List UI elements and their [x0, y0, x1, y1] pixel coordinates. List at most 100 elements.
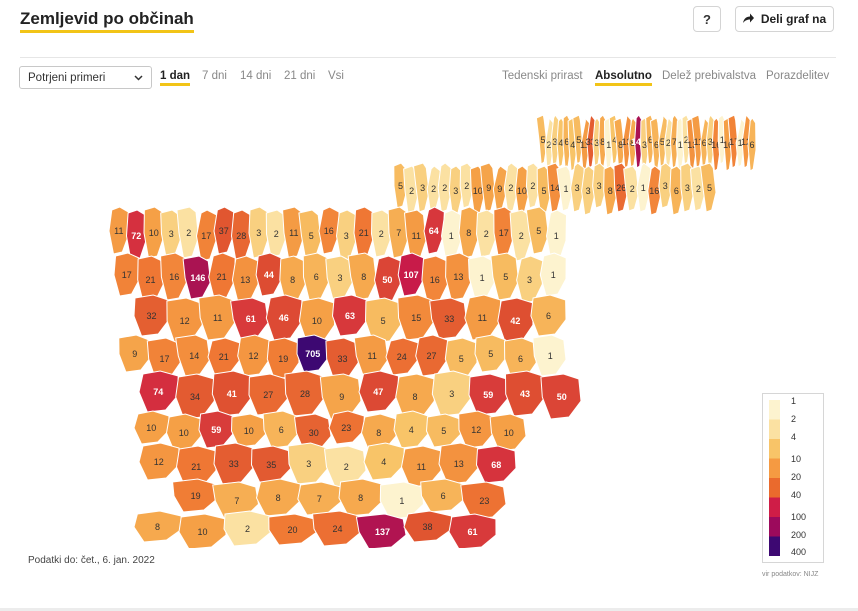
- municipality-region[interactable]: [137, 255, 164, 304]
- municipality-region[interactable]: [353, 334, 389, 377]
- municipality-region[interactable]: [353, 206, 375, 259]
- municipality-region[interactable]: [425, 413, 462, 448]
- municipality-region[interactable]: [176, 206, 200, 259]
- municipality-region[interactable]: [318, 206, 340, 255]
- municipality-region[interactable]: [403, 209, 427, 262]
- municipality-region[interactable]: [636, 162, 652, 213]
- municipality-region[interactable]: [397, 252, 425, 297]
- municipality-region[interactable]: [421, 255, 449, 304]
- municipality-region[interactable]: [438, 442, 480, 485]
- municipality-region[interactable]: [437, 162, 452, 213]
- municipality-region[interactable]: [469, 165, 485, 216]
- municipality-region[interactable]: [146, 337, 181, 380]
- municipality-region[interactable]: [331, 294, 369, 337]
- municipality-region[interactable]: [108, 206, 130, 255]
- municipality-region[interactable]: [727, 114, 739, 169]
- municipality-region[interactable]: [133, 294, 170, 337]
- municipality-region[interactable]: [580, 116, 591, 172]
- municipality-region[interactable]: [165, 413, 202, 452]
- municipality-region[interactable]: [363, 442, 405, 481]
- municipality-region[interactable]: [623, 165, 640, 212]
- municipality-region[interactable]: [265, 209, 287, 258]
- municipality-region[interactable]: [592, 162, 607, 209]
- municipality-region[interactable]: [669, 165, 684, 216]
- tab-vsi[interactable]: Vsi: [328, 70, 344, 82]
- tab-21-dni[interactable]: 21 dni: [284, 70, 316, 82]
- municipality-region[interactable]: [360, 413, 397, 452]
- help-button[interactable]: ?: [693, 6, 721, 32]
- municipality-region[interactable]: [113, 252, 141, 297]
- municipality-region[interactable]: [448, 513, 497, 548]
- municipality-region[interactable]: [393, 410, 430, 449]
- municipality-region[interactable]: [467, 255, 496, 300]
- municipality-region[interactable]: [125, 209, 147, 262]
- municipality-region[interactable]: [400, 445, 442, 488]
- municipality-region[interactable]: [166, 297, 203, 344]
- municipality-region[interactable]: [198, 294, 236, 341]
- municipality-region[interactable]: [175, 334, 211, 377]
- municipality-region[interactable]: [379, 481, 425, 520]
- municipality-region[interactable]: [266, 337, 300, 380]
- tab-porazdelitev[interactable]: Porazdelitev: [766, 70, 830, 82]
- municipality-region[interactable]: [622, 113, 632, 169]
- municipality-region[interactable]: [458, 410, 495, 449]
- municipality-region[interactable]: [649, 117, 661, 172]
- municipality-region[interactable]: [297, 481, 342, 516]
- municipality-region[interactable]: [298, 297, 336, 344]
- municipality-region[interactable]: [474, 334, 508, 373]
- municipality-region[interactable]: [160, 209, 182, 258]
- municipality-region[interactable]: [403, 510, 453, 543]
- municipality-region[interactable]: [647, 165, 662, 216]
- municipality-region[interactable]: [255, 478, 301, 517]
- municipality-region[interactable]: [475, 445, 517, 484]
- municipality-region[interactable]: [503, 162, 519, 213]
- municipality-region[interactable]: [540, 373, 582, 420]
- municipality-region[interactable]: [459, 162, 474, 209]
- municipality-region[interactable]: [279, 255, 307, 304]
- municipality-region[interactable]: [397, 294, 435, 341]
- municipality-region[interactable]: [230, 413, 267, 448]
- municipality-region[interactable]: [747, 117, 757, 172]
- municipality-region[interactable]: [373, 255, 402, 304]
- municipality-region[interactable]: [550, 114, 560, 169]
- municipality-region[interactable]: [530, 294, 567, 337]
- municipality-region[interactable]: [213, 206, 235, 255]
- municipality-region[interactable]: [231, 255, 259, 304]
- municipality-region[interactable]: [370, 209, 392, 258]
- tab-7-dni[interactable]: 7 dni: [202, 70, 227, 82]
- municipality-region[interactable]: [355, 513, 407, 548]
- municipality-region[interactable]: [387, 206, 410, 259]
- municipality-region[interactable]: [237, 334, 270, 377]
- municipality-region[interactable]: [460, 481, 507, 520]
- municipality-region[interactable]: [328, 410, 365, 445]
- municipality-region[interactable]: [581, 165, 596, 216]
- tab-delez-prebivalstva[interactable]: Delež prebivalstva: [662, 70, 756, 82]
- municipality-region[interactable]: [284, 370, 325, 417]
- municipality-region[interactable]: [212, 481, 260, 520]
- municipality-region[interactable]: [514, 165, 529, 216]
- municipality-region[interactable]: [358, 370, 400, 413]
- municipality-region[interactable]: [445, 252, 472, 301]
- municipality-region[interactable]: [248, 373, 289, 416]
- municipality-region[interactable]: [178, 513, 227, 548]
- municipality-region[interactable]: [335, 209, 357, 262]
- municipality-region[interactable]: [468, 373, 509, 416]
- municipality-region[interactable]: [395, 373, 436, 420]
- municipality-region[interactable]: [248, 206, 270, 259]
- municipality-region[interactable]: [133, 410, 170, 445]
- municipality-region[interactable]: [699, 162, 717, 213]
- municipality-region[interactable]: [175, 445, 217, 488]
- municipality-region[interactable]: [492, 165, 508, 212]
- municipality-region[interactable]: [262, 410, 300, 449]
- municipality-region[interactable]: [628, 117, 638, 168]
- municipality-region[interactable]: [230, 297, 269, 340]
- municipality-region[interactable]: [440, 209, 462, 262]
- municipality-region[interactable]: [532, 334, 567, 377]
- municipality-region[interactable]: [160, 252, 188, 301]
- municipality-region[interactable]: [539, 252, 567, 297]
- municipality-region[interactable]: [223, 510, 272, 547]
- municipality-region[interactable]: [287, 442, 330, 485]
- municipality-region[interactable]: [195, 209, 218, 262]
- municipality-region[interactable]: [448, 165, 463, 216]
- municipality-region[interactable]: [699, 116, 710, 168]
